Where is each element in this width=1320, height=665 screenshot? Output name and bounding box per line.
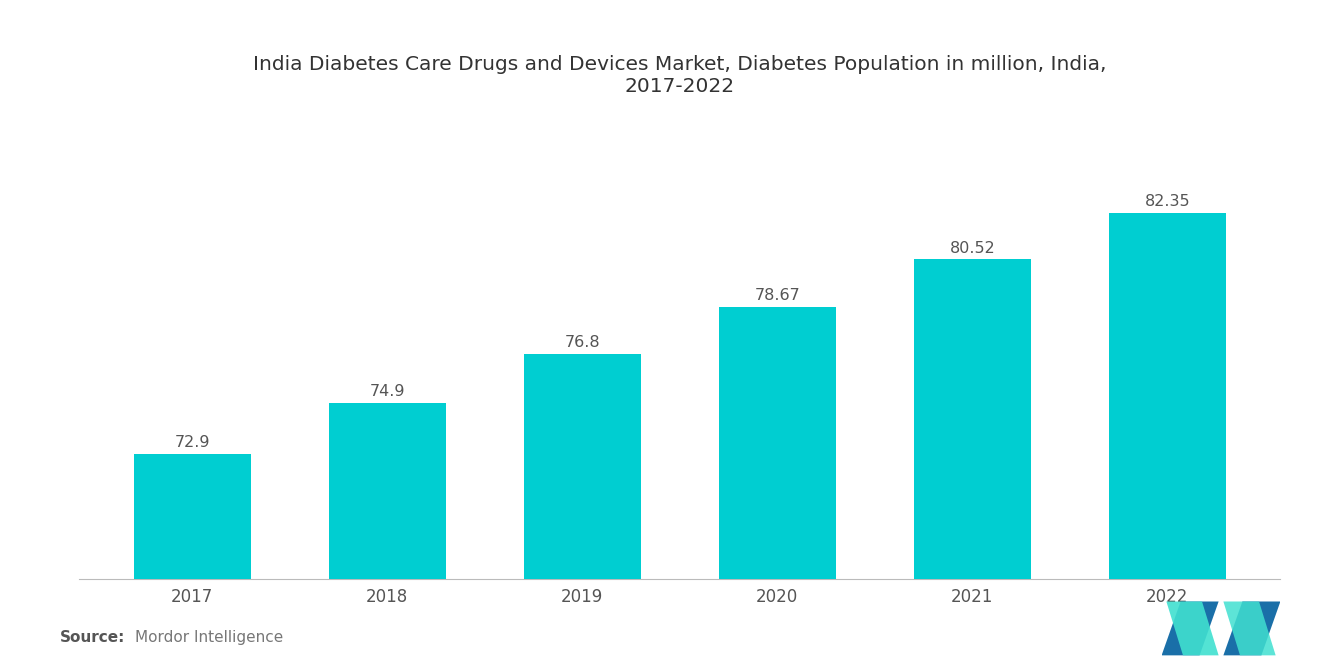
Bar xyxy=(524,354,640,665)
Text: 76.8: 76.8 xyxy=(565,335,601,350)
Text: 74.9: 74.9 xyxy=(370,384,405,399)
Text: Source:: Source: xyxy=(59,630,125,645)
Polygon shape xyxy=(1224,601,1280,656)
Bar xyxy=(1109,213,1226,665)
Text: 82.35: 82.35 xyxy=(1144,194,1191,209)
Polygon shape xyxy=(1162,601,1218,656)
Text: 72.9: 72.9 xyxy=(174,435,210,450)
Text: 78.67: 78.67 xyxy=(755,288,800,303)
Polygon shape xyxy=(1224,601,1275,656)
Text: 80.52: 80.52 xyxy=(949,241,995,255)
Bar xyxy=(329,402,446,665)
Bar xyxy=(913,259,1031,665)
Bar xyxy=(719,307,836,665)
Polygon shape xyxy=(1167,601,1218,656)
Bar xyxy=(133,454,251,665)
Title: India Diabetes Care Drugs and Devices Market, Diabetes Population in million, In: India Diabetes Care Drugs and Devices Ma… xyxy=(253,55,1106,96)
Text: Mordor Intelligence: Mordor Intelligence xyxy=(135,630,282,645)
